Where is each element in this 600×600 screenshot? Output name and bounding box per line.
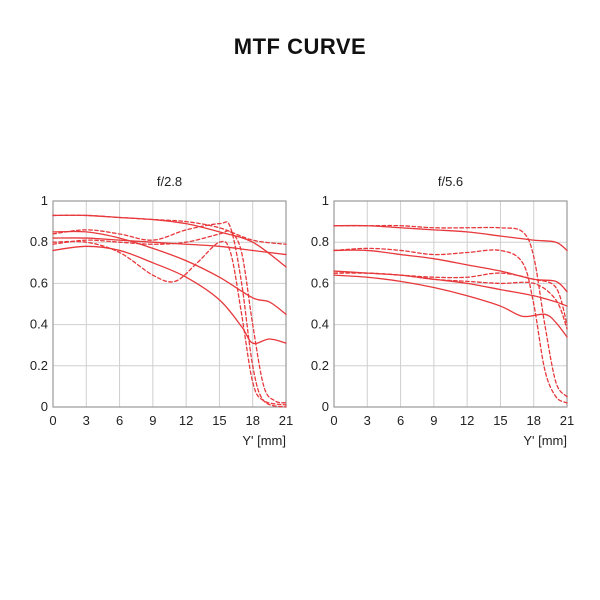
y-tick-label: 0.4 (311, 317, 329, 332)
x-tick-label: 3 (83, 413, 90, 428)
meridional-curve-8 (52, 230, 287, 404)
sagittal-curve-4 (52, 245, 287, 345)
meridional-curve-6 (52, 221, 287, 408)
y-tick-label: 1 (322, 193, 329, 208)
x-tick-label: 12 (460, 413, 474, 428)
meridional-curve-8 (333, 272, 568, 330)
x-tick-label: 18 (245, 413, 259, 428)
y-tick-label: 0.6 (30, 275, 48, 290)
chart-panel-1: f/2.8 0 3 6 9 12 15 18 21 0 0.2 0.4 0.6 0.8 1 Y' [mm] (30, 174, 293, 448)
sagittal-curve-1 (52, 214, 287, 268)
sagittal-curve-3 (333, 270, 568, 307)
x-tick-label: 15 (493, 413, 507, 428)
x-axis-label: Y' [mm] (242, 433, 286, 448)
x-tick-label: 3 (364, 413, 371, 428)
y-tick-label: 0.4 (30, 317, 48, 332)
x-tick-label: 12 (179, 413, 193, 428)
x-tick-label: 18 (526, 413, 540, 428)
x-tick-label: 0 (49, 413, 56, 428)
x-tick-label: 9 (149, 413, 156, 428)
x-tick-label: 6 (116, 413, 123, 428)
plot-frame (333, 200, 568, 408)
sagittal-curve-3 (52, 230, 287, 315)
sagittal-curve-2 (333, 249, 568, 293)
y-tick-label: 0.2 (30, 358, 48, 373)
y-tick-label: 0.8 (30, 234, 48, 249)
page-title: MTF CURVE (233, 34, 367, 59)
sagittal-curve-1 (333, 224, 568, 252)
meridional-curve-7 (52, 240, 287, 406)
y-tick-label: 1 (41, 193, 48, 208)
chart-title: f/5.6 (438, 174, 463, 189)
x-axis-label: Y' [mm] (523, 433, 567, 448)
x-tick-label: 9 (430, 413, 437, 428)
chart-panel-2: f/5.6 0 3 6 9 12 15 18 21 0 0.2 0.4 0.6 0.8 1 Y' [mm] (311, 174, 574, 448)
meridional-curve-6 (333, 247, 568, 404)
y-tick-label: 0.6 (311, 275, 329, 290)
x-tick-label: 0 (330, 413, 337, 428)
sagittal-curve-4 (333, 274, 568, 338)
x-tick-label: 15 (212, 413, 226, 428)
chart-title: f/2.8 (157, 174, 182, 189)
x-tick-label: 21 (560, 413, 574, 428)
y-tick-label: 0 (322, 399, 329, 414)
x-tick-label: 21 (279, 413, 293, 428)
plot-frame (52, 200, 287, 408)
y-tick-label: 0.8 (311, 234, 329, 249)
x-tick-label: 6 (397, 413, 404, 428)
y-tick-label: 0 (41, 399, 48, 414)
y-tick-label: 0.2 (311, 358, 329, 373)
meridional-curve-5 (52, 214, 287, 245)
meridional-curve-5 (333, 224, 568, 398)
